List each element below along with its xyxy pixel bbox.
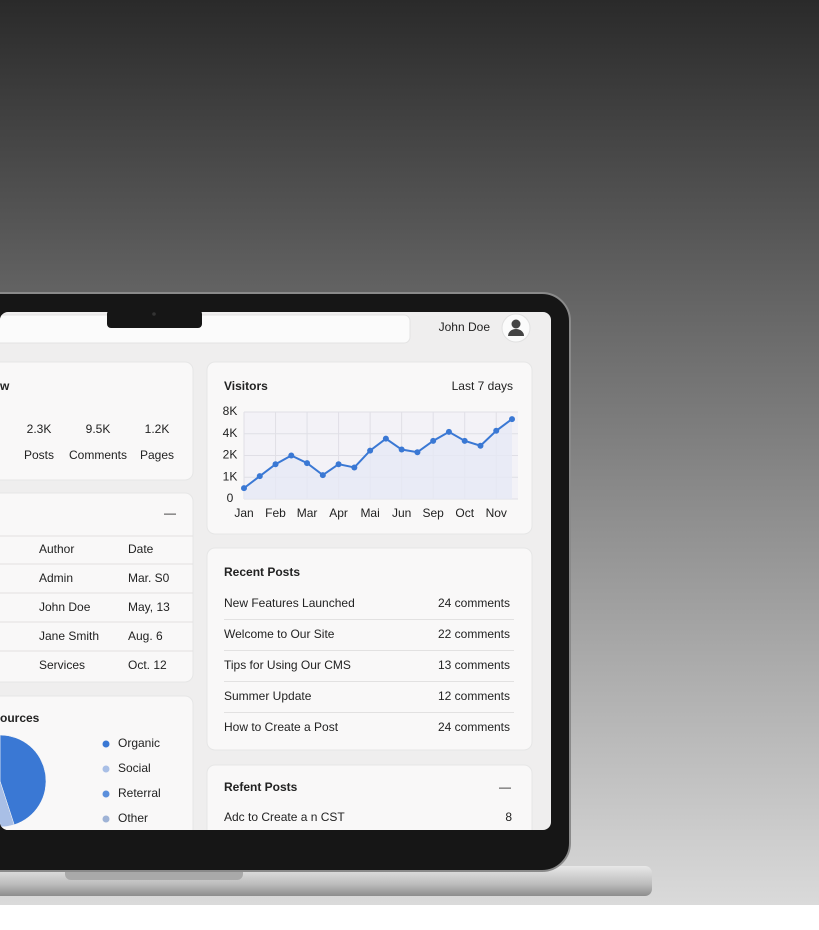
- card-title: Refent Posts: [224, 780, 298, 794]
- column-header: Author: [39, 542, 74, 556]
- search-bar[interactable]: [0, 314, 411, 344]
- area: [244, 419, 512, 499]
- refent-posts-card: [206, 764, 533, 830]
- x-tick-label: Sep: [422, 506, 444, 520]
- y-tick-label: 0: [227, 491, 234, 505]
- floor: [0, 905, 819, 930]
- point: [430, 437, 437, 444]
- post-title[interactable]: Adc to Create a n CST: [224, 810, 345, 824]
- legend-label: Reterral: [118, 786, 161, 800]
- legend-label: Organic: [118, 736, 160, 750]
- post-count: 13 comments: [438, 658, 510, 672]
- legend-label: Social: [118, 761, 151, 775]
- post-count: 8: [505, 810, 512, 824]
- stat-label: Pages: [140, 448, 174, 462]
- avatar-body: [508, 329, 524, 336]
- camera-notch: [107, 310, 202, 328]
- camera: [152, 312, 156, 316]
- point: [414, 449, 421, 456]
- y-tick-label: 8K: [223, 404, 238, 418]
- table-cell: Jane Smith: [39, 629, 99, 643]
- table-cell: John Doe: [39, 600, 91, 614]
- post-title[interactable]: Summer Update: [224, 689, 312, 703]
- legend-label: Other: [118, 811, 148, 825]
- stat-value: 2.3K: [27, 422, 52, 436]
- point: [288, 452, 295, 459]
- stat-label: Comments: [69, 448, 127, 462]
- stat-value: 1.2K: [145, 422, 170, 436]
- point: [461, 437, 468, 444]
- x-tick-label: Feb: [265, 506, 286, 520]
- post-count: 22 comments: [438, 627, 510, 641]
- post-title[interactable]: New Features Launched: [224, 596, 355, 610]
- x-tick-label: Nov: [486, 506, 507, 520]
- collapse-icon[interactable]: —: [499, 780, 511, 794]
- overview-card: [0, 361, 194, 481]
- screen: John Doe w — Recent Posts Refent Posts —…: [0, 312, 551, 830]
- point: [241, 485, 247, 492]
- card-title: Recent Posts: [224, 565, 300, 579]
- post-title[interactable]: Welcome to Our Site: [224, 627, 335, 641]
- point: [256, 473, 263, 480]
- recent-posts-card: [206, 547, 533, 751]
- chart-title: ources: [0, 711, 40, 725]
- x-tick-label: Jan: [234, 506, 253, 520]
- x-tick-label: Mai: [360, 506, 379, 520]
- point: [493, 427, 500, 434]
- card-title: w: [0, 379, 10, 393]
- legend-swatch: [102, 740, 110, 748]
- y-tick-label: 2K: [223, 448, 238, 462]
- stat-value: 9.5K: [86, 422, 111, 436]
- table-cell: Mar. S0: [128, 571, 170, 585]
- point: [272, 461, 279, 468]
- point: [335, 461, 342, 468]
- table-cell: Services: [39, 658, 85, 672]
- post-count: 24 comments: [438, 720, 510, 734]
- point: [304, 460, 311, 467]
- user-name[interactable]: John Doe: [439, 320, 491, 334]
- post-count: 12 comments: [438, 689, 510, 703]
- x-tick-label: Jun: [392, 506, 411, 520]
- legend-swatch: [102, 765, 110, 773]
- avatar-head: [511, 319, 521, 329]
- point: [398, 446, 405, 453]
- y-tick-label: 1K: [223, 469, 238, 483]
- pie-slice: [0, 780, 15, 828]
- point: [477, 442, 484, 449]
- x-tick-label: Oct: [455, 506, 474, 520]
- collapse-icon[interactable]: —: [164, 506, 176, 520]
- column-header: Date: [128, 542, 154, 556]
- post-title[interactable]: How to Create a Post: [224, 720, 339, 734]
- legend-swatch: [102, 815, 110, 823]
- chart-subtitle: Last 7 days: [452, 379, 513, 393]
- chart-title: Visitors: [224, 379, 268, 393]
- table-cell: Aug. 6: [128, 629, 163, 643]
- x-tick-label: Apr: [329, 506, 348, 520]
- point: [367, 447, 374, 454]
- table-cell: Oct. 12: [128, 658, 167, 672]
- x-tick-label: Mar: [297, 506, 318, 520]
- point: [351, 464, 358, 471]
- table-cell: May, 13: [128, 600, 170, 614]
- table-cell: Admin: [39, 571, 73, 585]
- point: [445, 428, 452, 435]
- point: [319, 472, 326, 479]
- point: [509, 416, 515, 423]
- legend-swatch: [102, 790, 110, 798]
- y-tick-label: 4K: [223, 426, 238, 440]
- post-count: 24 comments: [438, 596, 510, 610]
- posts-table-card: [0, 492, 194, 683]
- pie-slice: [0, 734, 47, 826]
- point: [382, 435, 389, 442]
- post-title[interactable]: Tips for Using Our CMS: [224, 658, 351, 672]
- stat-label: Posts: [24, 448, 54, 462]
